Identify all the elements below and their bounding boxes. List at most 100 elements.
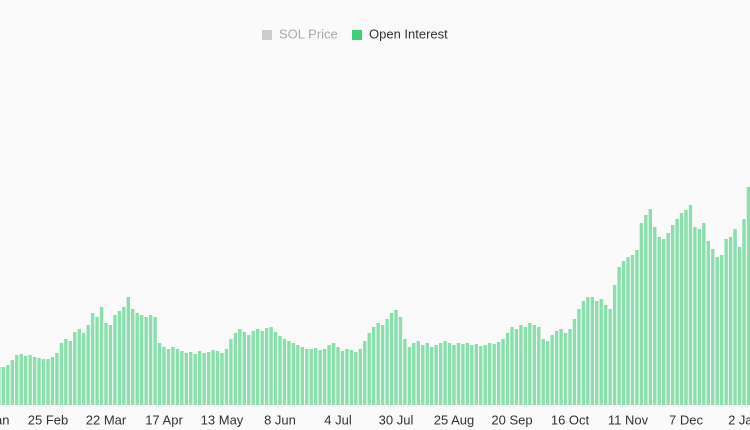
bar xyxy=(746,187,750,405)
bar xyxy=(19,354,23,405)
bar xyxy=(612,285,617,405)
bar xyxy=(300,347,305,405)
bar xyxy=(603,305,608,405)
bar xyxy=(487,343,492,405)
bar xyxy=(184,353,189,405)
x-tick-label: 2 Jan xyxy=(728,412,750,427)
x-tick-label: 30 Jan xyxy=(0,412,10,427)
bar xyxy=(55,353,59,405)
bar xyxy=(675,219,679,405)
bar xyxy=(670,225,675,405)
bar xyxy=(653,227,657,405)
bar xyxy=(193,354,197,405)
x-tick-label: 25 Feb xyxy=(28,412,68,427)
bar xyxy=(550,335,554,405)
bar xyxy=(733,229,737,405)
bar xyxy=(206,352,211,405)
legend-label[interactable]: SOL Price xyxy=(279,26,338,41)
bar xyxy=(510,327,514,405)
bar xyxy=(313,348,318,405)
bar xyxy=(95,317,99,405)
bar xyxy=(23,356,28,405)
bar xyxy=(59,343,64,405)
bar xyxy=(425,343,429,405)
bar xyxy=(273,332,278,405)
bar xyxy=(380,325,385,405)
bar xyxy=(644,215,648,405)
bar xyxy=(465,343,470,405)
bar xyxy=(305,349,309,405)
bar xyxy=(215,351,220,405)
bar xyxy=(608,309,612,405)
bar xyxy=(162,347,166,405)
bar xyxy=(389,313,394,405)
bar xyxy=(537,327,541,405)
bar xyxy=(528,323,532,405)
bar xyxy=(711,249,715,405)
bar xyxy=(64,339,68,405)
bar xyxy=(68,341,73,405)
bar xyxy=(412,343,416,405)
legend-label[interactable]: Open Interest xyxy=(369,26,448,41)
bar xyxy=(581,301,586,405)
bar xyxy=(595,301,599,405)
bar xyxy=(135,313,139,405)
bar xyxy=(737,247,742,405)
bar xyxy=(438,343,443,405)
bar xyxy=(211,350,215,405)
bar xyxy=(291,343,296,405)
bar xyxy=(684,210,688,405)
bar xyxy=(434,345,438,405)
bar xyxy=(554,331,559,405)
bar xyxy=(421,345,425,405)
bar xyxy=(697,229,702,405)
bar xyxy=(568,329,572,405)
bar xyxy=(322,349,327,405)
bar xyxy=(345,349,349,405)
bar xyxy=(693,227,697,405)
x-tick-label: 13 May xyxy=(201,412,244,427)
x-axis: 30 Jan 25 Feb 22 Mar 17 Apr 13 May 8 Jun 4 Jul… xyxy=(0,412,750,427)
bar xyxy=(702,223,706,405)
bar xyxy=(367,333,371,405)
bar xyxy=(354,352,358,405)
legend-swatch[interactable] xyxy=(352,30,362,40)
bar xyxy=(523,327,528,405)
bar xyxy=(157,343,162,405)
bar xyxy=(724,239,728,405)
bar xyxy=(247,335,251,405)
bar xyxy=(349,350,354,405)
bar xyxy=(15,355,19,405)
bar xyxy=(563,333,568,405)
bar xyxy=(238,329,242,405)
bar xyxy=(139,315,144,405)
bar xyxy=(630,255,635,405)
bar xyxy=(706,241,711,405)
bar xyxy=(599,299,603,405)
bar xyxy=(559,329,563,405)
bar xyxy=(175,349,180,405)
bar xyxy=(376,323,380,405)
bar xyxy=(81,333,86,405)
bar xyxy=(269,327,273,405)
x-tick-label: 20 Sep xyxy=(491,412,532,427)
bar xyxy=(197,351,202,405)
bar xyxy=(32,357,37,405)
bars xyxy=(0,187,750,405)
x-tick-label: 25 Aug xyxy=(434,412,475,427)
bar xyxy=(719,255,724,405)
bar xyxy=(496,342,501,405)
bar xyxy=(358,349,363,405)
x-tick-label: 4 Jul xyxy=(324,412,352,427)
legend-swatch[interactable] xyxy=(262,30,272,40)
bar xyxy=(505,333,510,405)
bar xyxy=(46,359,50,405)
bar xyxy=(309,349,313,405)
bar xyxy=(220,353,224,405)
bar xyxy=(621,261,626,405)
bar xyxy=(541,339,545,405)
bar xyxy=(278,336,282,405)
bar xyxy=(242,332,247,405)
bar xyxy=(532,325,537,405)
bar xyxy=(429,347,434,405)
